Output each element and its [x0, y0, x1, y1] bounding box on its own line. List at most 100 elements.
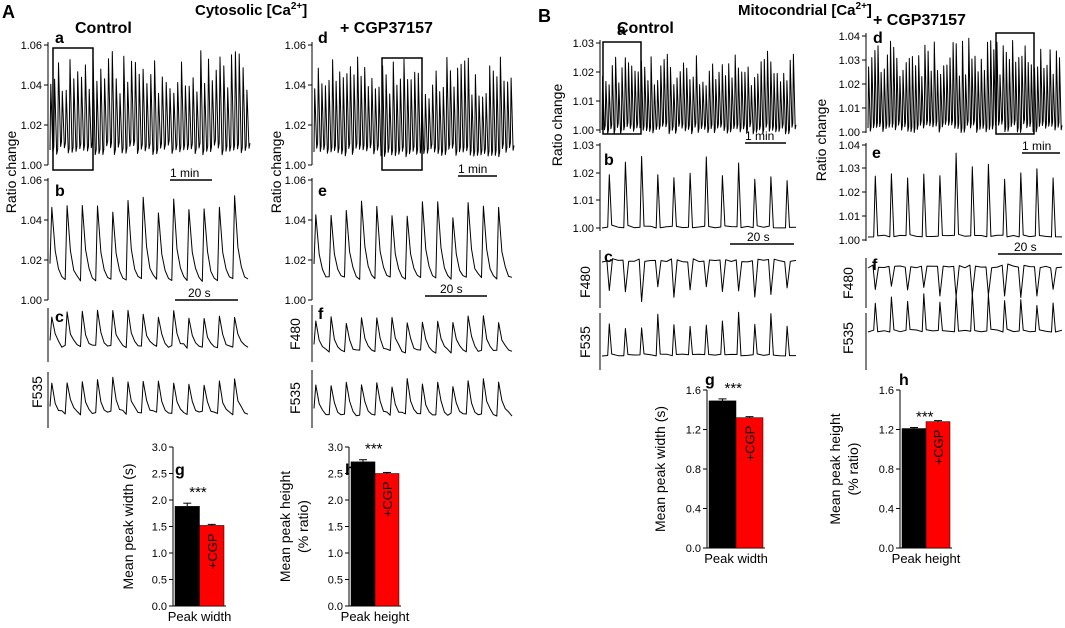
zoom-box [52, 47, 94, 171]
panel-a-title: Cytosolic [Ca2+] [195, 1, 307, 19]
b-e-tick-3: 1.01 [839, 211, 860, 223]
cytosolic-cgp-f535 [313, 378, 513, 417]
cytosolic-control-zoom-trace [49, 195, 249, 282]
sub-g: g [175, 462, 185, 479]
b-d-tick-1: 1.03 [839, 55, 860, 67]
b-b-tick-0: 1.03 [573, 140, 594, 152]
sub-h: h [899, 372, 909, 389]
f535-label: F535 [840, 322, 856, 354]
scale-20s: 20 s [188, 286, 211, 300]
a-d-tick-1: 1.04 [285, 80, 306, 92]
panel-a-ratio-label: Ratio change [3, 131, 19, 214]
b-d-tick-3: 1.01 [839, 103, 860, 115]
mito-cgp-f535 [867, 292, 1063, 333]
panel-b-trace-c: c F480 F535 [577, 249, 797, 370]
bar-label-cgp: +CGP [380, 482, 395, 518]
b-b-tick-1: 1.02 [573, 168, 594, 180]
bar-chart-mito-height: 0.0 0.4 0.8 1.2 1.6 +CGP *** Peak height Mean pe… [827, 385, 961, 566]
panel-a-trace-b: 1.06 1.04 1.02 1.00 b 20 s [21, 175, 249, 307]
mito-control-zoom-trace [601, 155, 797, 229]
b-b-tick-3: 1.00 [573, 223, 594, 235]
bar-control [350, 461, 376, 607]
a-a-tick-0: 1.06 [21, 40, 42, 52]
y-axis-label-unit: (% ratio) [295, 500, 311, 553]
bar-label-cgp: +CGP [931, 430, 946, 466]
panel-b-trace-b: 1.03 1.02 1.01 1.00 b 20 s [573, 140, 797, 245]
panel-b-title: Mitocondrial [Ca2+] [738, 1, 872, 19]
y-tick-label: 3.0 [152, 442, 167, 454]
panel-a-cgp-label: + CGP37157 [340, 20, 433, 37]
y-tick-label: 0.5 [152, 575, 167, 587]
panel-a-trace-f: f F480 F535 [287, 305, 513, 428]
a-d-tick-0: 1.06 [285, 40, 306, 52]
scale-20s: 20 s [440, 282, 463, 296]
y-tick-label: 0.0 [879, 543, 894, 555]
bar-control [174, 506, 200, 607]
cytosolic-control-f535 [49, 376, 249, 416]
y-tick-label: 1.6 [879, 385, 894, 397]
significance-stars: *** [916, 409, 934, 426]
cytosolic-control-long-trace [49, 50, 251, 156]
a-b-tick-0: 1.06 [21, 175, 42, 187]
y-tick-label: 1.2 [686, 425, 701, 437]
zoom-box [995, 32, 1035, 135]
f480-label: F480 [840, 267, 856, 299]
mito-cgp-f480 [867, 263, 1063, 298]
y-tick-label: 1.0 [152, 548, 167, 560]
panel-b-trace-f: f F480 F535 [840, 257, 1063, 370]
b-d-tick-4: 1.00 [839, 127, 860, 139]
sub-a: a [617, 22, 626, 39]
bar-chart-cytosolic-height: 0.0 0.5 1.0 1.5 2.0 2.5 3.0 +CGP *** Peak height M… [277, 441, 410, 624]
scale-1min: 1 min [170, 166, 199, 180]
bar-control [708, 400, 737, 549]
y-tick-label: 0.8 [686, 464, 701, 476]
y-tick-label: 0.5 [328, 575, 343, 587]
y-tick-label: 0.4 [879, 504, 894, 516]
significance-stars: *** [189, 484, 207, 501]
panel-a-cgp-ratio-label: Ratio change [268, 131, 284, 214]
bar-control [901, 428, 927, 549]
sub-f: f [872, 257, 878, 274]
cytosolic-cgp-f480 [313, 315, 513, 354]
y-tick-label: 1.5 [328, 522, 343, 534]
a-e-tick-0: 1.06 [285, 175, 306, 187]
zoom-box [381, 57, 423, 171]
a-a-tick-1: 1.04 [21, 80, 42, 92]
panel-b-cgp-ratio-label: Ratio change [813, 99, 829, 182]
zoom-box [602, 41, 642, 135]
scale-20s: 20 s [747, 230, 770, 244]
scale-20s: 20 s [1014, 240, 1037, 254]
y-tick-label: 3.0 [328, 442, 343, 454]
sub-b: b [55, 183, 65, 200]
mito-cgp-long-trace [867, 37, 1063, 133]
f535-label: F535 [287, 382, 303, 414]
y-tick-label: 1.0 [328, 548, 343, 560]
a-b-tick-3: 1.00 [21, 295, 42, 307]
a-b-tick-1: 1.04 [21, 215, 42, 227]
panel-b-trace-a: 1.03 1.02 1.01 1.00 a 1 min [573, 22, 797, 144]
sub-g: g [705, 372, 715, 389]
y-tick-label: 1.5 [152, 522, 167, 534]
y-tick-label: 2.0 [152, 495, 167, 507]
scale-1min: 1 min [1022, 139, 1051, 153]
mito-control-f480 [601, 258, 797, 303]
y-axis-label: Mean peak width (s) [652, 406, 668, 532]
y-axis-label: Mean peak width (s) [120, 463, 136, 589]
b-a-tick-3: 1.00 [573, 125, 594, 137]
b-e-tick-1: 1.03 [839, 163, 860, 175]
y-tick-label: 0.0 [686, 543, 701, 555]
b-a-tick-1: 1.02 [573, 67, 594, 79]
b-d-tick-2: 1.02 [839, 79, 860, 91]
bar-chart-mito-width: 0.0 0.4 0.8 1.2 1.6 +CGP *** Peak width Mean pea… [652, 380, 768, 566]
a-a-tick-3: 1.00 [21, 160, 42, 172]
sub-e: e [872, 145, 881, 162]
mito-control-long-trace [601, 50, 797, 135]
cytosolic-cgp-zoom-trace [313, 200, 513, 280]
y-axis-label: Mean peak height [277, 471, 293, 582]
b-a-tick-2: 1.01 [573, 96, 594, 108]
panel-b-trace-d: 1.04 1.03 1.02 1.01 1.00 d 1 min [839, 30, 1063, 154]
panel-a-trace-a: 1.06 1.04 1.02 1.00 a 1 min [21, 30, 251, 181]
sub-c: c [55, 309, 64, 326]
